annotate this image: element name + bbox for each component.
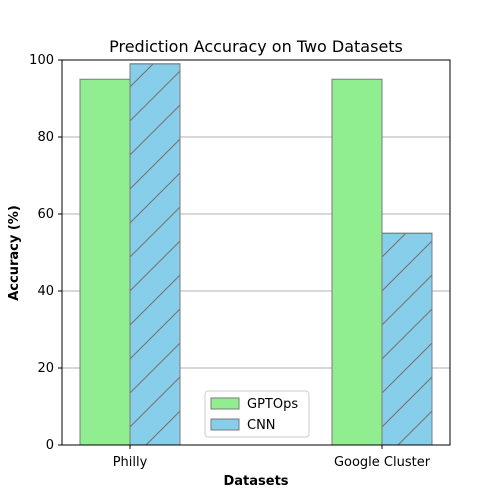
y-tick-label: 0 [46, 438, 54, 453]
bar-hatch [382, 233, 432, 445]
legend-swatch-gptops [210, 397, 240, 410]
y-tick-label: 60 [37, 207, 54, 222]
bar-cnn-philly [129, 63, 181, 446]
y-tick-label: 80 [37, 130, 54, 145]
x-tick-label: Philly [113, 455, 148, 470]
legend-swatch-cnn [210, 418, 240, 431]
legend: GPTOps CNN [204, 390, 310, 438]
bars [79, 63, 433, 446]
y-tick-label: 40 [37, 284, 54, 299]
chart-title: Prediction Accuracy on Two Datasets [109, 37, 403, 56]
legend-label-cnn: CNN [247, 418, 276, 433]
y-tick-label: 100 [29, 53, 54, 68]
x-axis-title: Datasets [223, 474, 288, 489]
bar-gptops-google-cluster [331, 78, 383, 446]
legend-label-gptops: GPTOps [247, 397, 298, 412]
plot-frame [61, 59, 451, 446]
bar-gptops-philly [79, 78, 131, 446]
x-tick-label: Google Cluster [334, 455, 431, 470]
bar-hatch [130, 63, 180, 445]
y-tick-label: 20 [37, 361, 54, 376]
y-axis-title: Accuracy (%) [7, 205, 22, 301]
axis-ticks: 0 20 40 60 80 100 Philly Google Cluster [29, 53, 431, 470]
bar-cnn-google-cluster [381, 232, 433, 446]
